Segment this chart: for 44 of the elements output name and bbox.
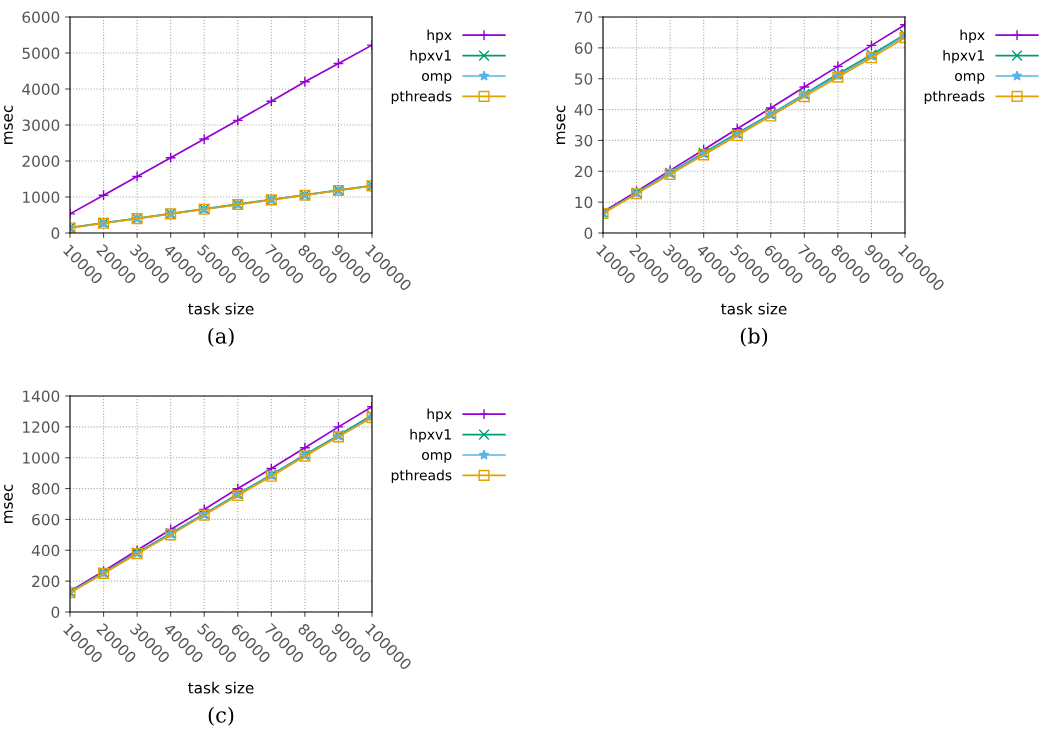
y-tick-label: 1200 — [23, 421, 60, 433]
y-tick-label: 800 — [32, 483, 60, 495]
y-tick-label: 1000 — [23, 191, 60, 204]
text: (c) — [208, 706, 234, 726]
legend-label: hpxv1 — [410, 428, 451, 443]
text: (b) — [740, 327, 768, 347]
y-tick-label: 60 — [574, 42, 593, 54]
legend-label: hpx — [427, 408, 452, 422]
text: (a) — [208, 327, 234, 347]
legend-label: hpxv1 — [410, 49, 451, 64]
legend-label: omp — [422, 73, 452, 84]
legend-label: omp — [422, 452, 452, 463]
legend-label: pthreads — [924, 90, 985, 105]
y-tick-label: 40 — [574, 104, 593, 116]
x-axis-title: task size — [721, 302, 787, 315]
y-tick-label: 20 — [574, 165, 593, 178]
y-tick-label: 2000 — [22, 155, 60, 168]
y-tick-label: 0 — [51, 606, 60, 619]
y-tick-label: 10 — [575, 196, 593, 209]
y-tick-label: 6000 — [22, 11, 60, 24]
y-tick-label: 0 — [51, 227, 60, 240]
y-tick-label: 5000 — [22, 47, 60, 60]
y-axis-title: msec — [556, 105, 566, 144]
y-tick-label: 30 — [575, 134, 593, 147]
y-tick-label: 50 — [575, 73, 593, 85]
y-axis-title: msec — [4, 484, 13, 523]
legend-label: pthreads — [391, 90, 452, 105]
y-axis-title: msec — [4, 105, 13, 144]
legend-label: pthreads — [391, 469, 452, 484]
legend-label: hpx — [960, 29, 985, 43]
legend-label: omp — [955, 73, 985, 84]
y-tick-label: 1400 — [23, 390, 60, 403]
x-axis-title: task size — [188, 681, 254, 694]
y-tick-label: 3000 — [22, 119, 60, 132]
legend-label: hpxv1 — [943, 49, 984, 64]
y-tick-label: 70 — [575, 11, 593, 24]
x-axis-title: task size — [188, 302, 254, 315]
y-tick-label: 200 — [32, 575, 60, 588]
y-tick-label: 1000 — [23, 452, 60, 464]
y-tick-label: 600 — [32, 513, 60, 526]
y-tick-label: 4000 — [22, 83, 60, 96]
y-tick-label: 400 — [31, 544, 60, 557]
y-tick-label: 0 — [584, 227, 593, 240]
legend-label: hpx — [427, 29, 452, 43]
